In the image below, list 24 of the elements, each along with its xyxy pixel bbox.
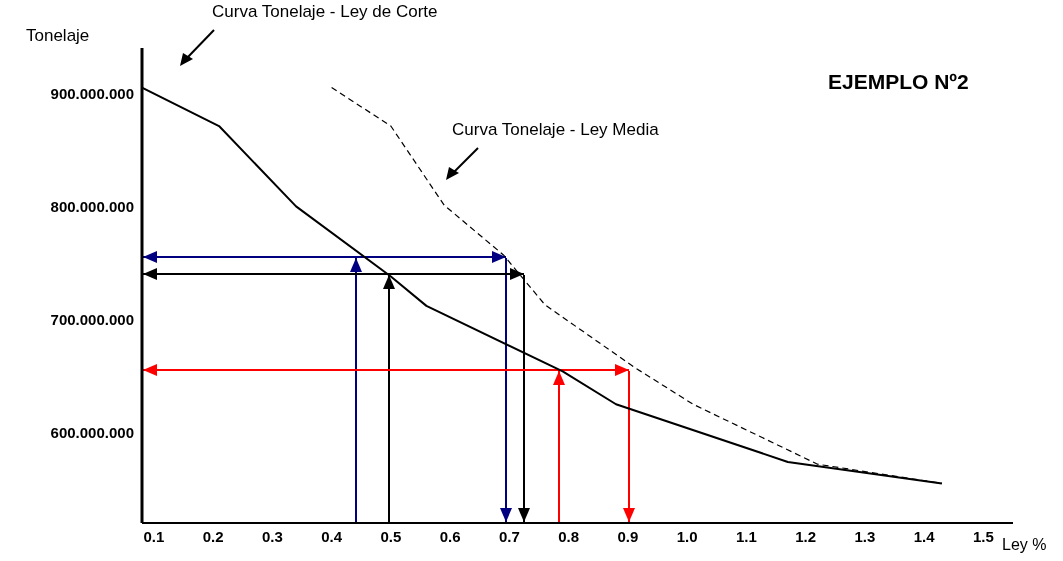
x-tick-label: 1.0 <box>676 527 698 545</box>
y-tick-label: 900.000.000 <box>50 84 134 102</box>
text: Curva Tonelaje - Ley de Corte <box>208 2 442 22</box>
y-tick-label: 700.000.000 <box>50 310 134 328</box>
x-axis-title: Ley % <box>1002 536 1047 554</box>
x-tick-label: 0.8 <box>558 527 580 545</box>
text: EJEMPLO Nº2 <box>828 70 969 94</box>
annotation: Curva Tonelaje - Ley Media <box>448 120 663 140</box>
x-tick-label: 0.6 <box>439 527 461 545</box>
y-tick-label: 600.000.000 <box>50 423 134 441</box>
x-tick-label: 1.5 <box>972 527 994 545</box>
x-tick-label: 0.5 <box>380 527 402 545</box>
x-tick-label: 1.2 <box>795 527 817 545</box>
x-tick-label: 1.3 <box>854 527 876 545</box>
x-tick-label: 0.7 <box>498 527 520 545</box>
x-tick-label: 0.9 <box>617 527 639 545</box>
x-tick-label: 1.1 <box>735 527 757 545</box>
x-tick-label: 0.4 <box>321 527 343 545</box>
x-tick-label: 1.4 <box>913 527 936 545</box>
x-tick-label: 0.1 <box>143 527 165 545</box>
x-tick-label: 0.2 <box>202 527 224 545</box>
y-axis-title: Tonelaje <box>26 26 90 46</box>
x-tick-label: 0.3 <box>261 527 283 545</box>
y-tick-label: 800.000.000 <box>50 197 134 215</box>
